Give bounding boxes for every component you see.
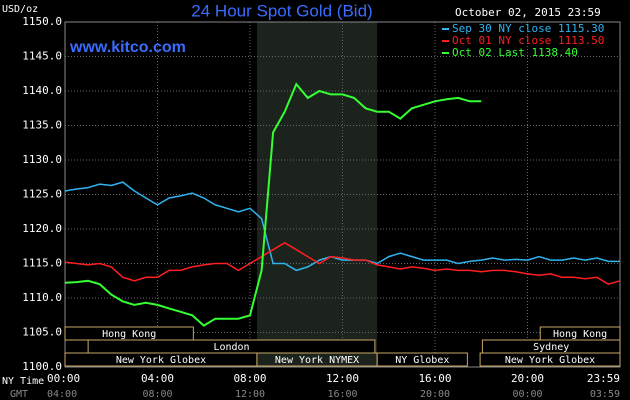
series-line [64,241,621,286]
timestamp: October 02, 2015 23:59 [455,6,601,19]
y-tick-label: 1145.0 [22,50,62,63]
x2-tick-label: 20:00 [420,389,450,400]
session-box [479,352,621,367]
series-line [64,82,482,327]
x2-tick-label: 03:59 [590,389,620,400]
y-tick-label: 1120.0 [22,222,62,235]
session-label: Hong Kong [102,329,156,340]
session-label: NY Globex [395,355,449,366]
x-tick-label: 12:00 [326,372,359,385]
x-tick-label: 04:00 [141,372,174,385]
session-label: New York Globex [505,355,595,366]
y-tick-label: 1140.0 [22,84,62,97]
chart-title: 24 Hour Spot Gold (Bid) [191,1,372,20]
x2-tick-label: 04:00 [47,389,77,400]
x-tick-label: 23:59 [587,372,620,385]
session-label: New York NYMEX [275,355,359,366]
y-tick-label: 1125.0 [22,188,62,201]
x2-tick-label: 00:00 [512,389,542,400]
plot-frame [64,21,621,368]
series-line [64,181,620,272]
watermark: www.kitco.com [69,39,186,56]
x2-tick-label: 12:00 [235,389,265,400]
y-tick-label: 1150.0 [22,15,62,28]
y-tick-label: 1130.0 [22,153,62,166]
x-tick-label: 00:00 [47,372,80,385]
y-tick-label: 1115.0 [22,257,62,270]
y-axis-label: USD/oz [2,4,38,15]
x2-tick-label: 16:00 [327,389,357,400]
session-label: Sydney [533,342,569,353]
session-box [376,352,468,367]
y-tick-label: 1100.0 [22,360,62,373]
x-axis-label: NY Time [2,376,44,387]
x-tick-label: 16:00 [418,372,451,385]
x-tick-label: 08:00 [233,372,266,385]
session-label: London [213,342,249,353]
y-tick-label: 1135.0 [22,119,62,132]
legend-label: Oct 01 NY close 1113.50 [452,34,604,47]
y-tick-label: 1105.0 [22,326,62,339]
y-tick-label: 1110.0 [22,291,62,304]
session-label: New York Globex [116,355,206,366]
legend-label: Oct 02 Last 1138.40 [452,46,578,59]
x2-tick-label: 08:00 [142,389,172,400]
x2-axis-label: GMT [10,389,28,400]
session-label: Hong Kong [553,329,607,340]
x-tick-label: 20:00 [511,372,544,385]
legend-label: Sep 30 NY close 1115.30 [452,22,604,35]
